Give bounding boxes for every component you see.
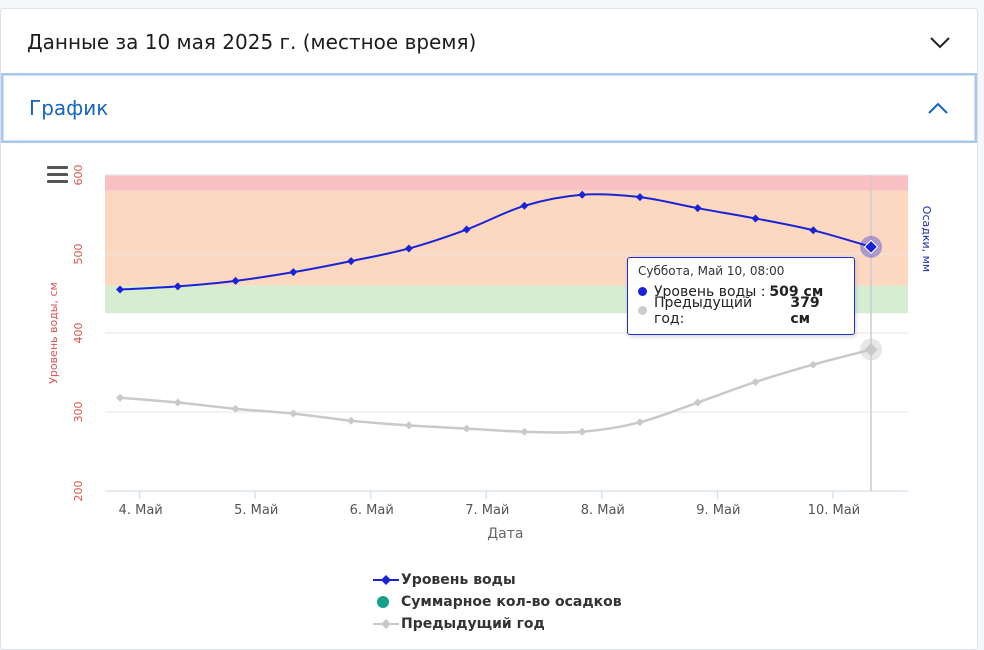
legend-item-precipitation[interactable]: Суммарное кол-во осадков — [373, 591, 622, 613]
dot-icon — [377, 596, 389, 608]
x-tick-label: 6. Май — [350, 503, 394, 518]
x-tick-label: 4. Май — [119, 503, 163, 518]
series-line — [119, 193, 872, 291]
data-point — [404, 244, 413, 253]
tooltip-row-water-level: Уровень воды : 509 см — [638, 282, 844, 301]
data-point — [864, 343, 878, 357]
data-point — [809, 360, 818, 369]
data-point — [116, 393, 125, 402]
x-tick-label: 5. Май — [234, 503, 278, 518]
y-tick-label: 200 — [72, 481, 85, 502]
chart-tooltip: Суббота, Май 10, 08:00 Уровень воды : 50… — [627, 257, 855, 335]
data-point — [347, 416, 356, 425]
data-point — [231, 404, 240, 413]
data-point — [462, 424, 471, 433]
line-diamond-icon — [373, 575, 399, 585]
data-point — [863, 239, 879, 255]
x-tick-label: 8. Май — [581, 503, 625, 518]
y-tick-label: 600 — [72, 165, 85, 186]
chevron-down-icon[interactable] — [929, 35, 951, 49]
y-axis-label: Уровень воды, см — [47, 282, 60, 384]
x-axis-label: Дата — [487, 526, 523, 542]
data-point — [520, 427, 529, 436]
data-point — [404, 421, 413, 430]
x-tick-label: 10. Май — [808, 503, 860, 518]
x-tick-label: 7. Май — [465, 503, 509, 518]
data-point — [173, 398, 182, 407]
data-point — [116, 285, 125, 294]
data-point — [173, 282, 182, 291]
chevron-up-icon[interactable] — [927, 101, 949, 115]
tooltip-label: Предыдущий год: — [654, 294, 753, 327]
series-line — [119, 348, 872, 434]
legend-item-previous-year[interactable]: Предыдущий год — [373, 613, 622, 635]
data-point — [693, 398, 702, 407]
x-tick-label: 9. Май — [696, 503, 740, 518]
data-point — [347, 257, 356, 266]
data-point — [635, 418, 644, 427]
y-tick-label: 300 — [72, 402, 85, 423]
data-point — [578, 190, 587, 199]
data-point — [635, 193, 644, 202]
accordion-chart-header[interactable]: График — [1, 73, 977, 143]
data-point — [231, 276, 240, 285]
data-point — [751, 214, 760, 223]
accordion-chart-title: График — [29, 96, 109, 120]
data-point — [578, 427, 587, 436]
y2-axis-label: Осадки, мм — [920, 206, 933, 272]
tooltip-header: Суббота, Май 10, 08:00 — [638, 264, 785, 278]
legend-label: Уровень воды — [401, 572, 516, 588]
tooltip-label: Уровень воды : — [654, 283, 766, 300]
tooltip-value: 379 см — [790, 294, 820, 327]
chart-legend: Уровень воды Суммарное кол-во осадков Пр… — [373, 569, 622, 635]
y-tick-label: 400 — [72, 323, 85, 344]
plot-band — [105, 175, 908, 191]
chart-container: 200 300 400 500 600 Уровень воды, см Осадки, м… — [1, 151, 977, 649]
data-point — [809, 226, 818, 235]
accordion-data-title: Данные за 10 мая 2025 г. (местное время) — [27, 29, 477, 54]
data-point — [751, 377, 760, 386]
tooltip-value: 509 см — [769, 283, 824, 300]
legend-label: Предыдущий год — [401, 616, 545, 632]
data-card: Данные за 10 мая 2025 г. (местное время)… — [0, 8, 978, 650]
data-point — [462, 225, 471, 234]
data-point — [520, 201, 529, 210]
series-dot-icon — [638, 287, 647, 296]
data-point — [289, 268, 298, 277]
legend-label: Суммарное кол-во осадков — [401, 594, 622, 610]
data-point — [289, 409, 298, 418]
legend-item-water-level[interactable]: Уровень воды — [373, 569, 622, 591]
chart-menu-icon[interactable] — [47, 166, 68, 183]
data-point — [693, 204, 702, 213]
y-tick-label: 500 — [72, 244, 85, 265]
tooltip-row-previous-year: Предыдущий год: 379 см — [638, 295, 844, 327]
accordion-data-header[interactable]: Данные за 10 мая 2025 г. (местное время) — [1, 9, 977, 75]
line-diamond-icon — [373, 619, 399, 629]
series-dot-icon — [638, 306, 647, 315]
